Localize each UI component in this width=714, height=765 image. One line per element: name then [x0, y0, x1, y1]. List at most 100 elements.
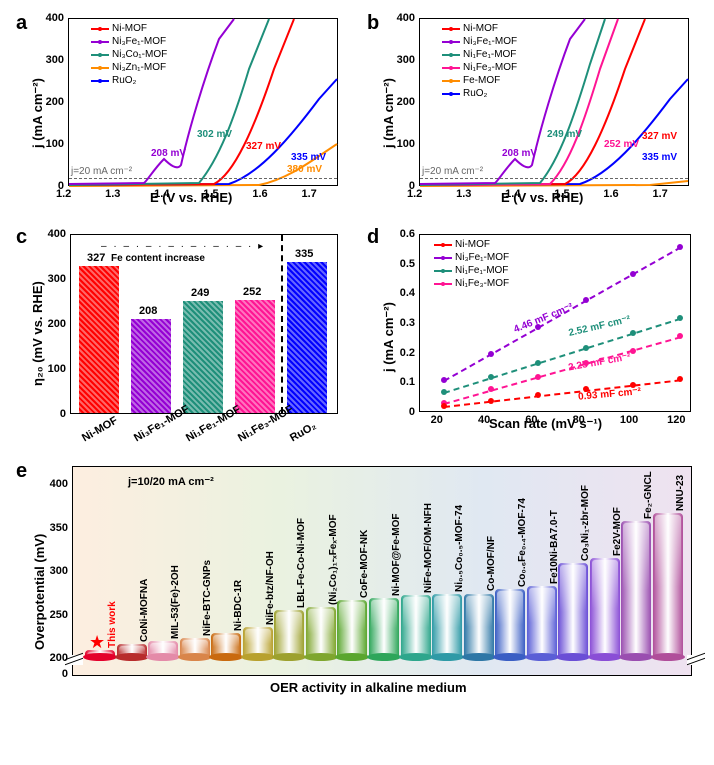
- legend-text: RuO₂: [463, 88, 487, 100]
- tick: 0.5: [389, 258, 415, 270]
- legend-text: Ni₃Fe₁-MOF: [463, 36, 517, 48]
- oer-bar-label: MIL-53(Fe)-2OH: [170, 565, 181, 639]
- legend-text: Ni₃Fe₁-MOF: [455, 252, 509, 264]
- tick: 1.2: [56, 188, 71, 200]
- legend-item: Ni₁Fe₃-MOF: [442, 62, 517, 74]
- panel-d-label: d: [367, 226, 379, 249]
- tick: 400: [40, 478, 68, 490]
- oer-bar: [621, 521, 651, 657]
- bar-name: RuO₂: [288, 420, 318, 444]
- oer-bar: [590, 558, 620, 657]
- annotation: 380 mV: [287, 164, 322, 175]
- annotation: 335 mV: [642, 152, 677, 163]
- tick: 1.5: [203, 188, 218, 200]
- tick: 1.7: [652, 188, 667, 200]
- legend-text: Ni₁Fe₁-MOF: [463, 49, 516, 61]
- oer-bar: [653, 513, 683, 657]
- legend-item: RuO₂: [442, 88, 517, 100]
- ref-label: j=20 mA cm⁻²: [422, 166, 483, 177]
- panel-d: d Ni-MOFNi₃Fe₁-MOFNi₁Fe₁-MOFNi₁Fe₃-MOF 4…: [361, 224, 704, 454]
- legend-text: Ni₃Co₁-MOF: [112, 49, 167, 61]
- bar: [287, 262, 327, 413]
- data-point: [441, 389, 447, 395]
- panel-a-legend: Ni-MOFNi₃Fe₁-MOFNi₃Co₁-MOFNi₃Zn₁-MOFRuO₂: [91, 23, 167, 88]
- data-point: [488, 386, 494, 392]
- legend-item: Ni₃Fe₁-MOF: [91, 36, 167, 48]
- tick: 100: [38, 138, 64, 150]
- oer-bar: [306, 607, 336, 657]
- oer-bar-label: Ni-BDC-1R: [233, 580, 244, 631]
- fe-arrow-text: – · – · – · – · – · – · – · ▸: [101, 241, 265, 252]
- panel-a: a j=20 mA cm⁻² 208 mV302 mV327 mV335 mV3…: [10, 10, 353, 220]
- tick: 250: [40, 609, 68, 621]
- data-point: [583, 386, 589, 392]
- panel-a-label: a: [16, 12, 27, 35]
- oer-bar: [558, 563, 588, 657]
- panel-c: c – · – · – · – · – · – · – · ▸ Fe conte…: [10, 224, 353, 454]
- tick: 200: [40, 652, 68, 664]
- panel-b-label: b: [367, 12, 379, 35]
- annotation: 4.46 mF cm⁻²: [512, 302, 575, 336]
- panel-e-ylabel: Overpotential (mV): [32, 534, 47, 650]
- tick: 1.5: [554, 188, 569, 200]
- tick: 100: [620, 414, 638, 426]
- tick: 1.7: [301, 188, 316, 200]
- legend-item: Ni₁Fe₁-MOF: [442, 49, 517, 61]
- data-point: [677, 376, 683, 382]
- panel-a-chart: j=20 mA cm⁻² 208 mV302 mV327 mV335 mV380…: [68, 18, 338, 186]
- bar: [131, 319, 171, 413]
- oer-bar: [495, 589, 525, 657]
- oer-bar-label: Ni-MOF@Fe-MOF: [391, 513, 402, 596]
- panel-e-chart: j=10/20 mA cm⁻² This work★CoNi-MOFNAMIL-…: [72, 466, 692, 676]
- oer-bar: [180, 638, 210, 657]
- oer-bar-label: NiFe-MOF/OM-NFH: [423, 503, 434, 593]
- oer-bar-label: NiFe-BTC-GNPs: [202, 560, 213, 636]
- panel-e: e j=10/20 mA cm⁻² This work★CoNi-MOFNAMI…: [10, 458, 704, 728]
- tick: 300: [38, 54, 64, 66]
- oer-bar: [117, 644, 147, 657]
- panel-b-legend: Ni-MOFNi₃Fe₁-MOFNi₁Fe₁-MOFNi₁Fe₃-MOFFe-M…: [442, 23, 517, 101]
- tick: 120: [667, 414, 685, 426]
- star-icon: ★: [89, 632, 105, 653]
- annotation: 252 mV: [604, 139, 639, 150]
- annotation: 249 mV: [547, 129, 582, 140]
- legend-item: Ni-MOF: [442, 23, 517, 35]
- data-point: [441, 403, 447, 409]
- tick: 40: [478, 414, 490, 426]
- oer-bar-label: Co₃Ni₁-zbr-MOF: [580, 485, 591, 561]
- tick: 0.4: [389, 287, 415, 299]
- tick: 0: [389, 406, 415, 418]
- tick: 400: [389, 12, 415, 24]
- legend-item: Ni₃Fe₁-MOF: [434, 252, 509, 264]
- bar-value: 249: [191, 287, 209, 299]
- fe-increase: Fe content increase: [111, 253, 205, 264]
- tick: 400: [40, 228, 66, 240]
- tick: 1.4: [505, 188, 520, 200]
- data-point: [677, 333, 683, 339]
- legend-item: Ni-MOF: [434, 239, 509, 251]
- legend-text: Fe-MOF: [463, 75, 500, 87]
- bar-name: Ni-MOF: [80, 414, 120, 444]
- legend-text: Ni₃Fe₁-MOF: [112, 36, 166, 48]
- bar: [235, 300, 275, 413]
- bar: [183, 301, 223, 413]
- legend-item: Fe-MOF: [442, 75, 517, 87]
- data-point: [630, 330, 636, 336]
- panel-d-ylabel: j (mA cm⁻²): [381, 302, 397, 372]
- data-point: [677, 315, 683, 321]
- data-point: [583, 360, 589, 366]
- tick: 1.3: [456, 188, 471, 200]
- oer-bar-label: Co-MOF/NF: [486, 536, 497, 591]
- annotation: 335 mV: [291, 152, 326, 163]
- tick: 300: [40, 273, 66, 285]
- data-point: [630, 382, 636, 388]
- tick: 1.3: [105, 188, 120, 200]
- data-point: [488, 398, 494, 404]
- tick: 1.2: [407, 188, 422, 200]
- tick: 80: [573, 414, 585, 426]
- tick: 1.6: [252, 188, 267, 200]
- tick: 0.2: [389, 347, 415, 359]
- tick: 60: [525, 414, 537, 426]
- oer-bar-label: This work: [107, 601, 118, 648]
- data-point: [677, 244, 683, 250]
